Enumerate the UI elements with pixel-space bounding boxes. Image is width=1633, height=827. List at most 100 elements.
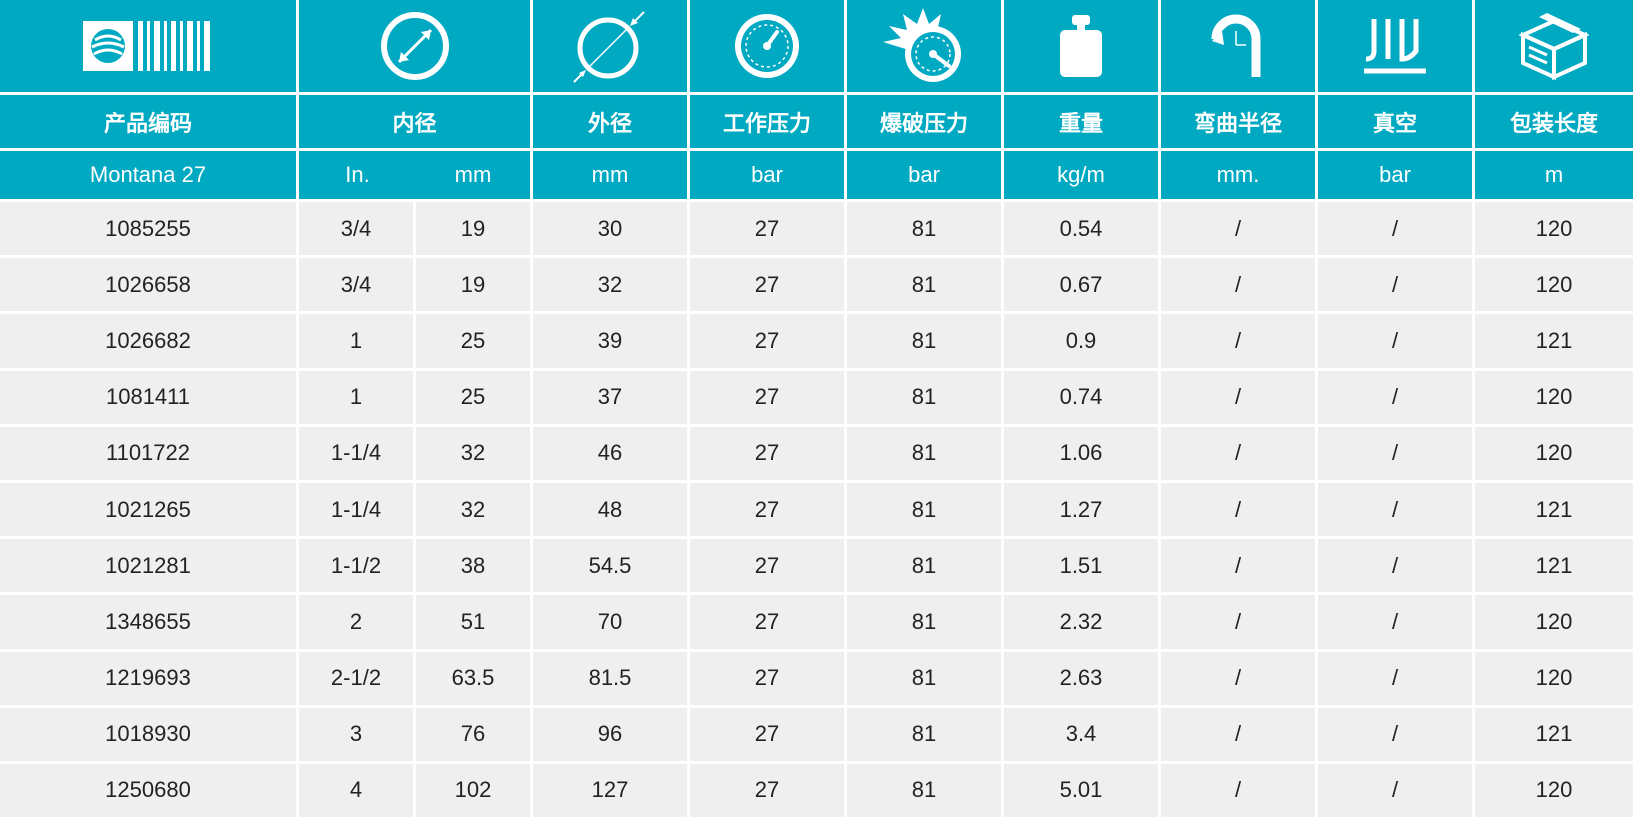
cell-code: 1026682 [0, 314, 299, 371]
barcode-globe-icon [83, 21, 210, 71]
cell-burst-pressure: 81 [847, 651, 1004, 708]
cell-weight: 1.27 [1004, 482, 1161, 540]
icon-cell-working-pressure [690, 0, 847, 95]
unit-od: mm [533, 151, 690, 202]
cell-outer-diameter: 46 [533, 426, 690, 483]
cell-bend-radius: / [1161, 482, 1318, 540]
label-row: 产品编码 内径 外径 工作压力 爆破压力 重量 弯曲半径 真空 包装长度 [0, 95, 1633, 151]
cell-mm: 38 [416, 539, 533, 596]
cell-bend-radius: / [1161, 202, 1318, 259]
cell-outer-diameter: 30 [533, 202, 690, 259]
cell-burst-pressure: 81 [847, 707, 1004, 764]
cell-weight: 1.51 [1004, 539, 1161, 596]
cell-outer-diameter: 54.5 [533, 539, 690, 596]
cell-bend-radius: / [1161, 370, 1318, 427]
cell-working-pressure: 27 [690, 763, 847, 821]
table-row: 1021281 1-1/2 38 54.5 27 81 1.51//121 [0, 539, 1633, 596]
cell-mm: 32 [416, 426, 533, 483]
cell-code: 1021265 [0, 482, 299, 540]
label-inner-diameter: 内径 [299, 95, 533, 151]
cell-mm: 76 [416, 707, 533, 764]
cell-weight: 2.32 [1004, 595, 1161, 652]
working-pressure-gauge-icon [735, 14, 799, 78]
label-vacuum: 真空 [1318, 95, 1475, 151]
table-row: 1085255 3/4 19 30 27 81 0.54//120 [0, 202, 1633, 259]
cell-outer-diameter: 39 [533, 314, 690, 371]
cell-package-length: 120 [1475, 202, 1633, 259]
cell-package-length: 120 [1475, 426, 1633, 483]
cell-inch: 1-1/4 [299, 426, 416, 483]
icon-cell-code [0, 0, 299, 95]
icon-cell-weight [1004, 0, 1161, 95]
cell-package-length: 120 [1475, 595, 1633, 652]
cell-burst-pressure: 81 [847, 370, 1004, 427]
unit-length: m [1475, 151, 1633, 202]
cell-vacuum: / [1318, 595, 1475, 652]
cell-working-pressure: 27 [690, 314, 847, 371]
cell-mm: 19 [416, 202, 533, 259]
cell-inch: 3 [299, 707, 416, 764]
cell-burst-pressure: 81 [847, 595, 1004, 652]
cell-code: 1085255 [0, 202, 299, 259]
cell-weight: 0.9 [1004, 314, 1161, 371]
cell-code: 1101722 [0, 426, 299, 483]
cell-working-pressure: 27 [690, 370, 847, 427]
cell-burst-pressure: 81 [847, 426, 1004, 483]
unit-product: Montana 27 [0, 151, 299, 202]
cell-package-length: 121 [1475, 707, 1633, 764]
cell-bend-radius: / [1161, 539, 1318, 596]
icon-cell-bend-radius [1161, 0, 1318, 95]
cell-working-pressure: 27 [690, 539, 847, 596]
icon-cell-inner-diameter [299, 0, 533, 95]
cell-mm: 51 [416, 595, 533, 652]
cell-code: 1026658 [0, 258, 299, 315]
cell-vacuum: / [1318, 370, 1475, 427]
cell-inch: 3/4 [299, 258, 416, 315]
cell-vacuum: / [1318, 763, 1475, 821]
cell-mm: 25 [416, 370, 533, 427]
icon-row [0, 0, 1633, 95]
label-code: 产品编码 [0, 95, 299, 151]
label-bend-radius: 弯曲半径 [1161, 95, 1318, 151]
cell-bend-radius: / [1161, 763, 1318, 821]
cell-bend-radius: / [1161, 595, 1318, 652]
cell-working-pressure: 27 [690, 595, 847, 652]
cell-inch: 3/4 [299, 202, 416, 259]
table-row: 1219693 2-1/2 63.5 81.5 27 81 2.63//120 [0, 651, 1633, 708]
package-box-icon [1519, 13, 1589, 81]
cell-mm: 63.5 [416, 651, 533, 708]
table-row: 1026658 3/4 19 32 27 81 0.67//120 [0, 258, 1633, 315]
cell-package-length: 120 [1475, 258, 1633, 315]
cell-weight: 2.63 [1004, 651, 1161, 708]
label-burst-pressure: 爆破压力 [847, 95, 1004, 151]
cell-burst-pressure: 81 [847, 539, 1004, 596]
cell-package-length: 120 [1475, 651, 1633, 708]
cell-outer-diameter: 70 [533, 595, 690, 652]
icon-cell-outer-diameter [533, 0, 690, 95]
inner-diameter-icon [380, 12, 449, 80]
cell-vacuum: / [1318, 314, 1475, 371]
cell-outer-diameter: 37 [533, 370, 690, 427]
cell-working-pressure: 27 [690, 426, 847, 483]
cell-bend-radius: / [1161, 314, 1318, 371]
cell-code: 1081411 [0, 370, 299, 427]
table-row: 1026682 1 25 39 27 81 0.9//121 [0, 314, 1633, 371]
cell-bend-radius: / [1161, 707, 1318, 764]
cell-burst-pressure: 81 [847, 482, 1004, 540]
cell-code: 1219693 [0, 651, 299, 708]
cell-working-pressure: 27 [690, 707, 847, 764]
cell-inch: 1-1/4 [299, 482, 416, 540]
cell-vacuum: / [1318, 651, 1475, 708]
unit-wp: bar [690, 151, 847, 202]
cell-outer-diameter: 32 [533, 258, 690, 315]
cell-working-pressure: 27 [690, 202, 847, 259]
cell-weight: 3.4 [1004, 707, 1161, 764]
burst-pressure-icon [883, 8, 961, 82]
cell-code: 1021281 [0, 539, 299, 596]
unit-row: Montana 27 In. mm mm bar bar kg/m mm. ba… [0, 151, 1633, 202]
weight-icon [1060, 15, 1102, 77]
cell-inch: 1 [299, 314, 416, 371]
cell-inch: 1 [299, 370, 416, 427]
cell-outer-diameter: 81.5 [533, 651, 690, 708]
